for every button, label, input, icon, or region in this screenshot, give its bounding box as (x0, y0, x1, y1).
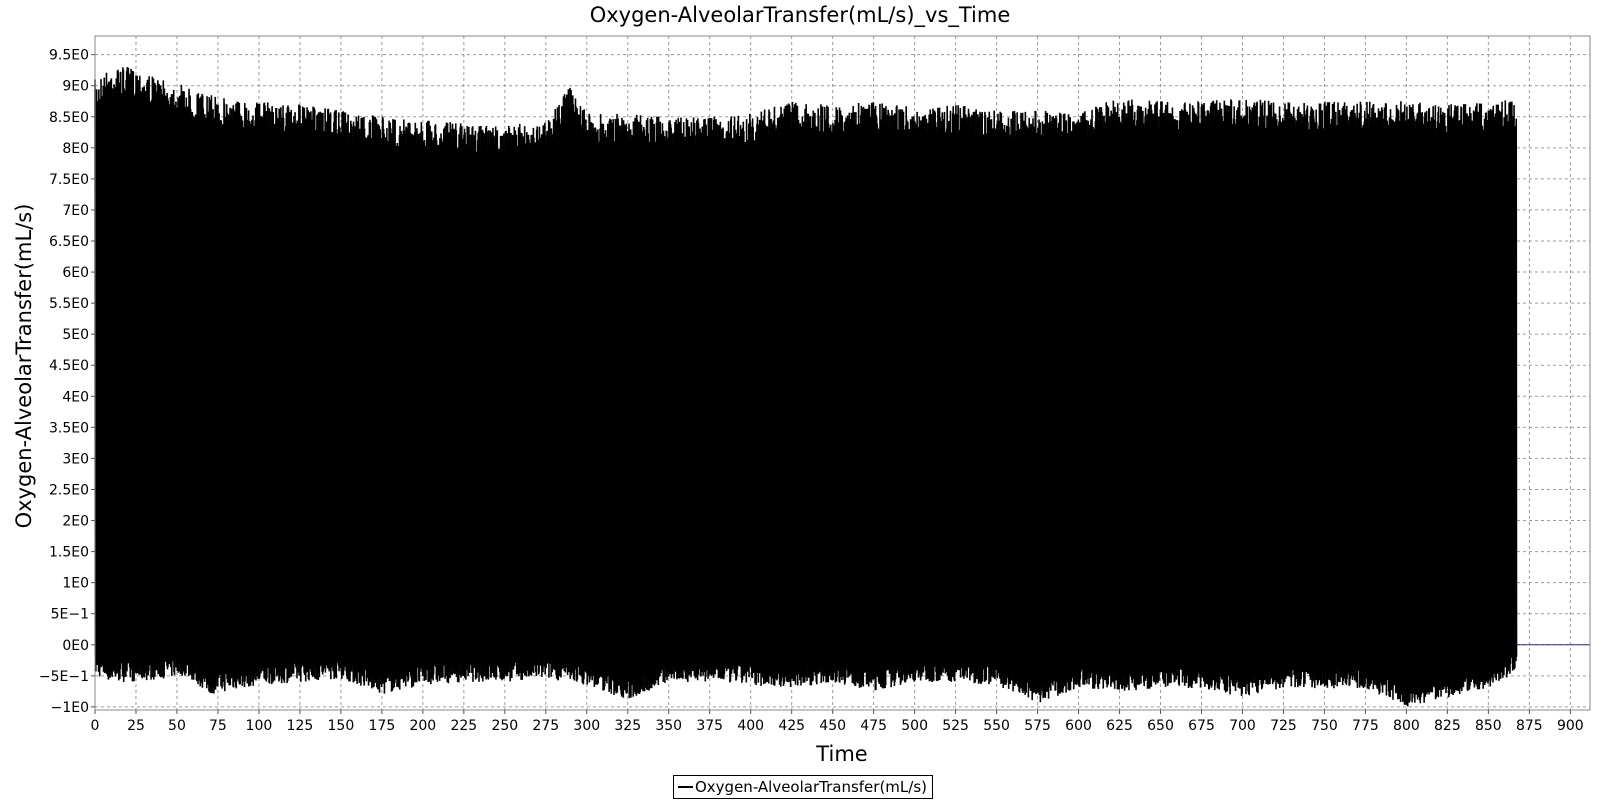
x-tick-label: 475 (860, 718, 887, 734)
y-axis-label: Oxygen-AlveolarTransfer(mL/s) (12, 204, 36, 529)
y-tick-label: 8.5E0 (49, 110, 89, 126)
y-tick-label: 6E0 (62, 265, 89, 281)
x-tick-label: 575 (1024, 718, 1051, 734)
series-layer (94, 67, 1518, 707)
x-tick-label: 150 (328, 718, 355, 734)
x-tick-label: 400 (737, 718, 764, 734)
x-tick-label: 700 (1229, 718, 1256, 734)
y-tick-label: 1.5E0 (49, 545, 89, 561)
x-tick-label: 600 (1065, 718, 1092, 734)
chart-title: Oxygen-AlveolarTransfer(mL/s)_vs_Time (589, 3, 1011, 27)
y-tick-label: −1E0 (51, 700, 89, 716)
x-tick-label: 425 (778, 718, 805, 734)
y-tick-label: 0E0 (62, 638, 89, 654)
series-line (94, 67, 1518, 707)
x-tick-labels: 0 25 50 75 100 125 150 175 200 225 250 275 300 325 350… (91, 718, 1584, 734)
legend-label: Oxygen-AlveolarTransfer(mL/s) (695, 778, 927, 796)
x-tick-label: 325 (614, 718, 641, 734)
x-axis-label: Time (815, 742, 867, 766)
x-tick-label: 625 (1106, 718, 1133, 734)
y-tick-label: 2E0 (62, 514, 89, 530)
x-tick-label: 200 (409, 718, 436, 734)
y-tick-label: 1E0 (62, 576, 89, 592)
y-tick-label: 9E0 (62, 79, 89, 95)
x-tick-label: 875 (1516, 718, 1543, 734)
y-tick-label: 5.5E0 (49, 296, 89, 312)
y-tick-label: 4.5E0 (49, 358, 89, 374)
y-tick-label: 7E0 (62, 203, 89, 219)
x-tick-label: 0 (91, 718, 100, 734)
x-tick-label: 175 (369, 718, 396, 734)
y-tick-label: 5E0 (62, 327, 89, 343)
y-tick-label: 2.5E0 (49, 482, 89, 498)
x-tick-label: 250 (491, 718, 518, 734)
x-tick-label: 275 (532, 718, 559, 734)
plot-area-frame (94, 35, 1591, 711)
x-tick-label: 900 (1557, 718, 1584, 734)
y-tick-labels: −1E0 −5E−1 0E0 5E−1 1E0 1.5E0 2E0 2.5E0 3E0 3.5E0… (39, 48, 89, 716)
x-tick-label: 750 (1311, 718, 1338, 734)
y-tick-label: 3.5E0 (49, 420, 89, 436)
x-tick-label: 450 (819, 718, 846, 734)
x-tick-label: 125 (287, 718, 314, 734)
x-tick-label: 100 (246, 718, 273, 734)
x-tick-label: 800 (1393, 718, 1420, 734)
x-tick-label: 300 (573, 718, 600, 734)
y-tick-label: 3E0 (62, 451, 89, 467)
y-tick-label: 5E−1 (51, 607, 89, 623)
x-tick-label: 75 (209, 718, 227, 734)
x-tick-label: 375 (696, 718, 723, 734)
x-tick-label: 225 (450, 718, 477, 734)
y-tick-label: 6.5E0 (49, 234, 89, 250)
x-tick-label: 525 (942, 718, 969, 734)
y-tick-label: 4E0 (62, 389, 89, 405)
legend-swatch (678, 786, 693, 788)
x-tick-label: 825 (1434, 718, 1461, 734)
legend: Oxygen-AlveolarTransfer(mL/s) (673, 775, 933, 799)
x-tick-label: 50 (168, 718, 186, 734)
x-tick-label: 850 (1475, 718, 1502, 734)
y-tick-label: 7.5E0 (49, 172, 89, 188)
x-tick-label: 500 (901, 718, 928, 734)
y-tick-label: −5E−1 (39, 669, 89, 685)
x-tick-label: 550 (983, 718, 1010, 734)
y-tick-label: 9.5E0 (49, 48, 89, 64)
x-tick-label: 25 (127, 718, 145, 734)
x-tick-label: 350 (655, 718, 682, 734)
x-tick-label: 775 (1352, 718, 1379, 734)
x-tick-label: 650 (1147, 718, 1174, 734)
x-tick-label: 675 (1188, 718, 1215, 734)
tick-marks (91, 54, 1571, 714)
y-tick-label: 8E0 (62, 141, 89, 157)
x-tick-label: 725 (1270, 718, 1297, 734)
